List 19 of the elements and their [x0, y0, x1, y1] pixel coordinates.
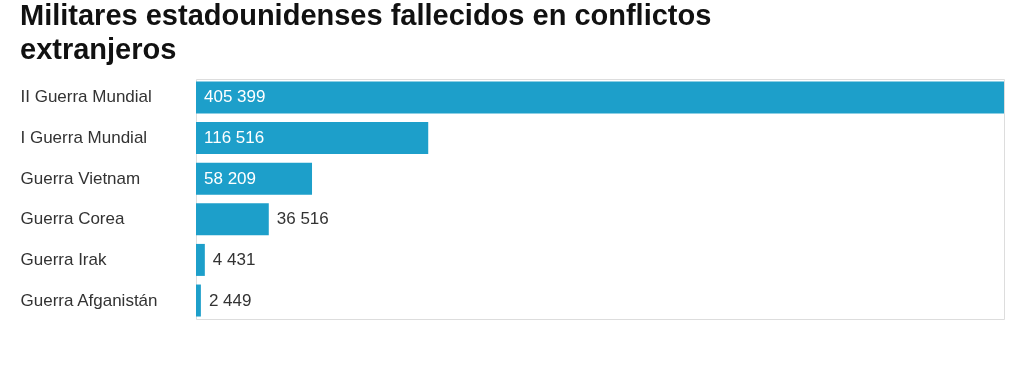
y-tick-label: Guerra Vietnam	[20, 168, 141, 188]
bar	[196, 243, 205, 276]
bar	[196, 162, 313, 195]
data-label: 405 399	[204, 87, 266, 107]
data-label: 58 209	[204, 168, 256, 188]
y-tick-label: I Guerra Mundial	[20, 128, 148, 148]
y-tick-label: Guerra Corea	[20, 209, 125, 229]
bar	[196, 81, 1004, 114]
y-tick-label: II Guerra Mundial	[20, 87, 152, 107]
bar	[196, 284, 201, 317]
data-label: 2 449	[208, 290, 252, 310]
y-tick-label: Guerra Afganistán	[20, 290, 158, 310]
y-tick-label: Guerra Irak	[20, 249, 107, 269]
data-label: 4 431	[212, 249, 256, 269]
data-label: 36 516	[276, 209, 329, 229]
bar	[196, 122, 429, 155]
chart-title: Militares estadounidenses fallecidos en conflictos extranjeros	[20, 0, 712, 65]
bar	[196, 203, 269, 236]
data-label: 116 516	[204, 128, 265, 148]
